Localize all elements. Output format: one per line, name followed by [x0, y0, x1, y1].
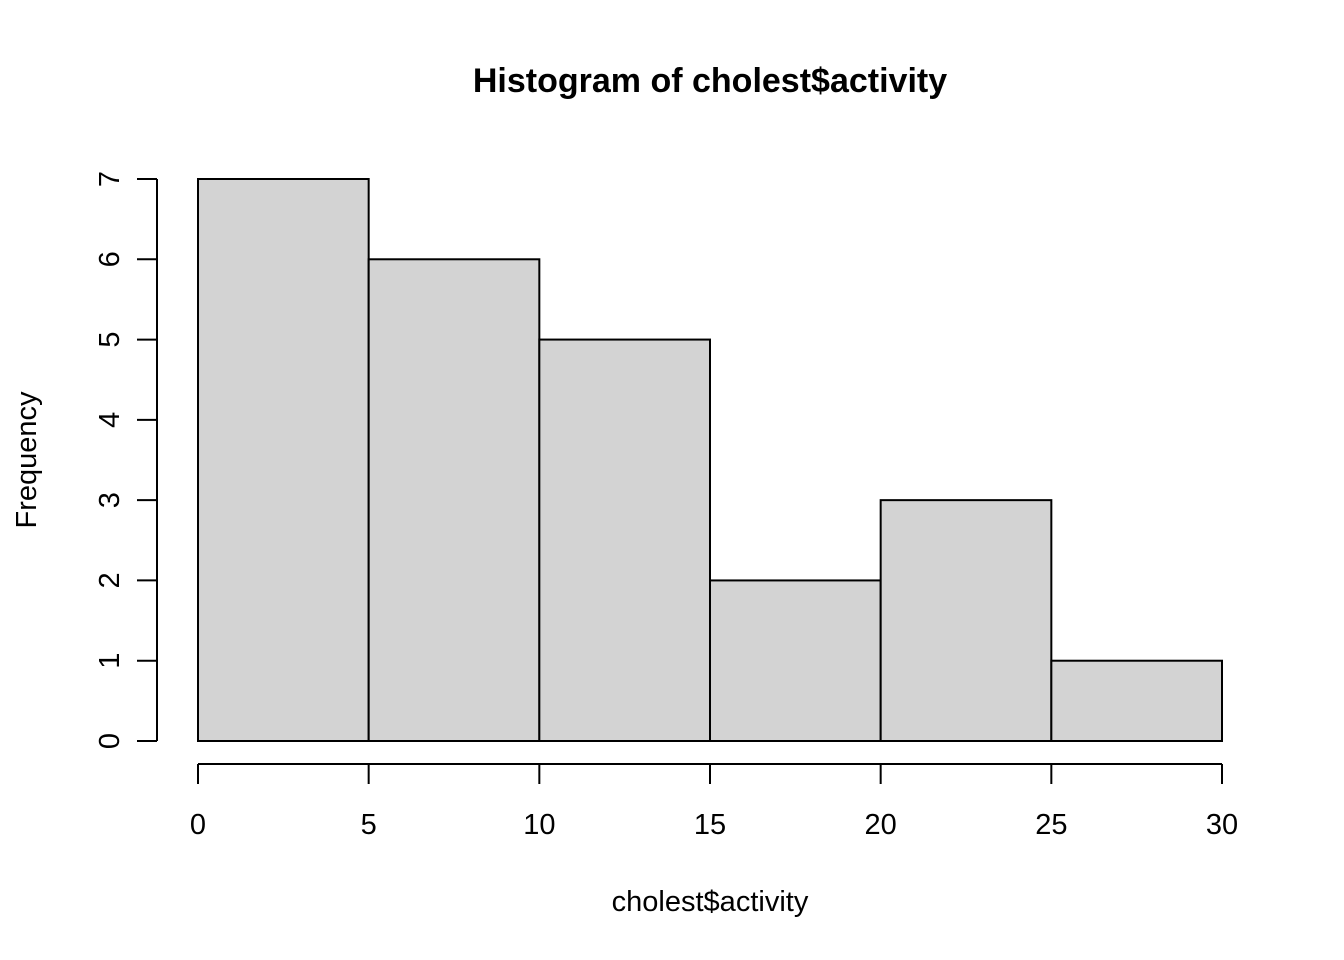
histogram-bar-3 — [709, 579, 882, 743]
x-tick-label-0: 0 — [190, 809, 206, 841]
histogram-bar-5 — [1050, 659, 1224, 743]
x-tick-label-2: 10 — [523, 809, 555, 841]
y-tick-label-0: 0 — [94, 733, 126, 749]
y-tick-label-1: 1 — [94, 653, 126, 669]
x-tick-label-6: 30 — [1206, 809, 1238, 841]
y-tick-label-3: 3 — [94, 492, 126, 508]
y-tick-label-2: 2 — [94, 572, 126, 588]
x-tick-label-5: 25 — [1035, 809, 1067, 841]
y-tick-label-4: 4 — [94, 412, 126, 428]
x-tick-label-3: 15 — [694, 809, 726, 841]
histogram-bar-4 — [879, 499, 1053, 742]
y-tick-label-7: 7 — [94, 171, 126, 187]
chart-title: Histogram of cholest$activity — [473, 62, 947, 100]
y-axis: 0 1 2 3 4 5 6 7 — [94, 171, 158, 749]
histogram-bar-0 — [197, 178, 370, 742]
x-axis: 0 5 10 15 20 25 30 — [190, 763, 1238, 841]
histogram-bars — [197, 178, 1224, 743]
x-tick-label-1: 5 — [361, 809, 377, 841]
y-axis-label: Frequency — [11, 391, 43, 529]
histogram-bar-1 — [367, 258, 541, 742]
x-tick-label-4: 20 — [865, 809, 897, 841]
x-axis-label: cholest$activity — [612, 886, 809, 918]
histogram-bar-2 — [538, 338, 711, 742]
y-tick-label-6: 6 — [94, 251, 126, 267]
y-tick-label-5: 5 — [94, 332, 126, 348]
